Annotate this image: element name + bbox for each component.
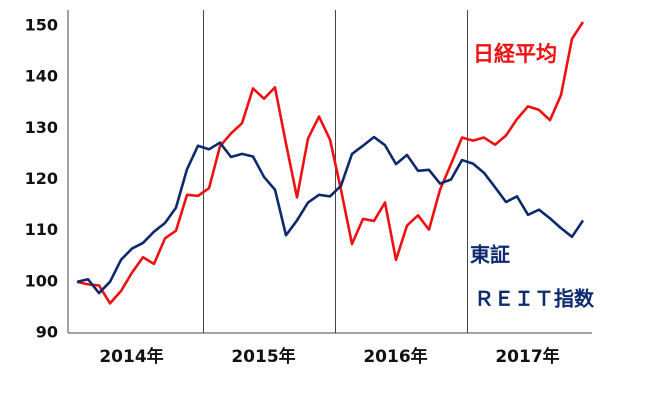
x-tick-label: 2016年 xyxy=(363,346,427,367)
series-label: 東証 xyxy=(470,243,510,267)
y-tick-label: 140 xyxy=(25,67,58,86)
y-tick-label: 150 xyxy=(25,16,58,35)
x-tick-label: 2017年 xyxy=(495,346,559,367)
y-tick-label: 110 xyxy=(25,220,58,239)
series-label: 日経平均 xyxy=(473,42,557,66)
series-line xyxy=(76,135,585,295)
y-tick-label: 120 xyxy=(25,169,58,188)
series-label: ＲＥＩＴ指数 xyxy=(474,287,595,311)
x-tick-label: 2015年 xyxy=(231,346,295,367)
y-tick-label: 130 xyxy=(25,118,58,137)
y-tick-label: 100 xyxy=(25,271,58,290)
x-tick-label: 2014年 xyxy=(99,346,163,367)
series-line xyxy=(76,21,585,305)
y-tick-label: 90 xyxy=(36,323,58,342)
